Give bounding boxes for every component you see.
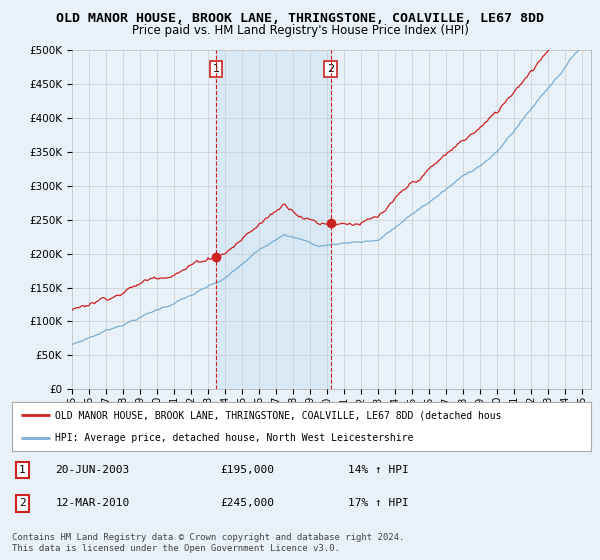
Text: Price paid vs. HM Land Registry's House Price Index (HPI): Price paid vs. HM Land Registry's House … [131, 24, 469, 36]
Text: 1: 1 [19, 465, 26, 475]
Text: 1: 1 [212, 64, 220, 74]
Bar [216, 50, 331, 389]
Text: 17% ↑ HPI: 17% ↑ HPI [348, 498, 409, 508]
Text: £195,000: £195,000 [220, 465, 274, 475]
Text: 12-MAR-2010: 12-MAR-2010 [55, 498, 130, 508]
Text: 2: 2 [19, 498, 26, 508]
Text: Contains HM Land Registry data © Crown copyright and database right 2024.
This d: Contains HM Land Registry data © Crown c… [12, 533, 404, 553]
Text: 20-JUN-2003: 20-JUN-2003 [55, 465, 130, 475]
Text: OLD MANOR HOUSE, BROOK LANE, THRINGSTONE, COALVILLE, LE67 8DD: OLD MANOR HOUSE, BROOK LANE, THRINGSTONE… [56, 12, 544, 25]
Text: £245,000: £245,000 [220, 498, 274, 508]
Text: 2: 2 [327, 64, 334, 74]
Text: OLD MANOR HOUSE, BROOK LANE, THRINGSTONE, COALVILLE, LE67 8DD (detached hous: OLD MANOR HOUSE, BROOK LANE, THRINGSTONE… [55, 410, 502, 421]
Text: 14% ↑ HPI: 14% ↑ HPI [348, 465, 409, 475]
Text: HPI: Average price, detached house, North West Leicestershire: HPI: Average price, detached house, Nort… [55, 433, 414, 444]
